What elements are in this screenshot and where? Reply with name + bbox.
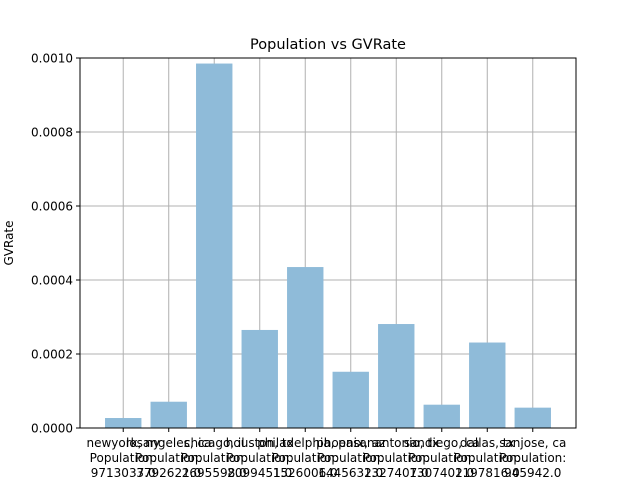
y-tick-label: 0.0002: [31, 348, 73, 362]
bar: [514, 407, 551, 428]
bar: [378, 324, 415, 428]
y-tick-label: 0.0008: [31, 126, 73, 140]
bar: [196, 63, 233, 429]
plot-frame: [79, 57, 577, 429]
y-tick-label: 0.0006: [31, 200, 73, 214]
y-tick-label: 0.0004: [31, 274, 73, 288]
x-tick-label: sanantonio, tx Population: 1327407.0: [353, 436, 439, 480]
bars: [105, 63, 551, 429]
y-tick-label: 0.0010: [31, 52, 73, 66]
bar: [287, 267, 324, 428]
x-tick-label: sanjose, ca Population: 945942.0: [499, 436, 566, 480]
x-tick-label: newyork, ny Population: 9713037.0: [86, 436, 159, 480]
x-tick-label: losangeles, ca Population: 3792621.0: [126, 436, 211, 480]
x-tick-label: houston, tx Population: 2099451.0: [226, 436, 294, 480]
x-tick-label: chicago, il Population: 2695598.0: [181, 436, 248, 480]
bar: [469, 342, 506, 428]
axis-ticks: 0.0000 0.0002 0.0004 0.0006 0.0008 0.0010 newy…: [31, 52, 566, 480]
x-tick-label: sandiego, ca Population: 1307402.0: [404, 436, 480, 480]
chart-title: Population vs GVRate: [250, 37, 406, 53]
bar: [423, 404, 460, 428]
y-tick-label: 0.0000: [31, 422, 73, 436]
x-tick-label: philadelphia, pa Population: 1526006.0: [257, 436, 353, 480]
x-tick-label: dallas, tx Population: 1197816.0: [454, 436, 521, 480]
bar: [332, 371, 369, 428]
x-tick-label: phoenix, az Population: 1445632.0: [316, 436, 385, 480]
y-axis-label: GVRate: [2, 220, 16, 265]
bar: [241, 329, 278, 428]
bar: [105, 418, 142, 428]
bar: [150, 401, 187, 428]
